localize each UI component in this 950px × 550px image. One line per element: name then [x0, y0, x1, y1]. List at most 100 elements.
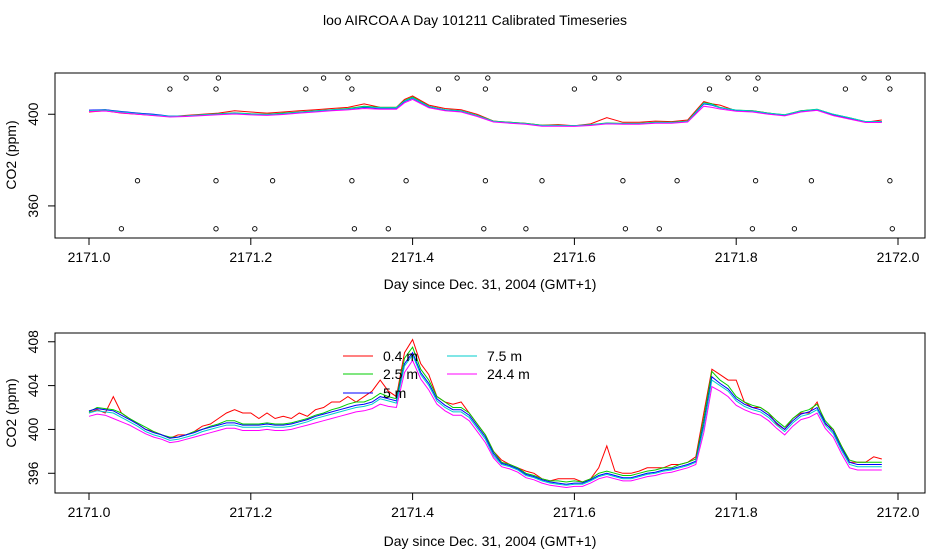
top-scatter-point [167, 86, 173, 92]
bottom-series-line-2-5-m [88, 346, 882, 483]
bottom-series-line-24-4-m [88, 359, 882, 489]
top-scatter-point [385, 226, 391, 232]
top-scatter-point [842, 86, 849, 92]
bottom-series-line-7-5-m [88, 353, 882, 486]
bottom-y-tick-label: 396 [25, 461, 41, 485]
legend-item-0-4-m: 0.4 m [343, 348, 418, 364]
legend-label: 5 m [383, 385, 406, 401]
top-x-tick-label: 2171.6 [553, 249, 596, 265]
bottom-y-tick-label: 400 [25, 418, 41, 442]
bottom-x-tick-label: 2171.8 [715, 504, 758, 520]
top-y-axis-title: CO2 (ppm) [3, 120, 19, 189]
top-series-line-0-4-m [88, 95, 882, 127]
top-scatter-point [118, 226, 125, 232]
legend-item-24-4-m: 24.4 m [447, 366, 530, 382]
top-scatter-point [482, 86, 489, 92]
top-scatter-point [351, 226, 358, 232]
top-scatter-point [889, 226, 895, 232]
top-scatter-point [591, 75, 598, 81]
legend-item-2-5-m: 2.5 m [343, 366, 418, 382]
top-scatter-point [454, 75, 460, 81]
top-scatter-points [118, 75, 895, 232]
top-scatter-point [571, 86, 578, 92]
top-scatter-point [791, 226, 798, 232]
top-scatter-point [674, 178, 680, 184]
top-plot-frame [54, 72, 926, 239]
chart-title: loo AIRCOA A Day 101211 Calibrated Times… [323, 12, 627, 28]
bottom-x-tick-label: 2171.6 [553, 504, 596, 520]
top-scatter-point [485, 75, 491, 81]
bottom-x-tick-label: 2172.0 [877, 504, 920, 520]
top-scatter-point [481, 226, 487, 232]
top-scatter-point [269, 178, 276, 184]
top-scatter-point [749, 226, 756, 232]
bottom-y-tick-label: 404 [25, 374, 41, 398]
top-scatter-point [482, 178, 489, 184]
top-y-axis: 360 400 [25, 102, 55, 218]
legend-label: 7.5 m [487, 348, 522, 364]
top-scatter-point [213, 86, 219, 92]
top-scatter-point [752, 178, 759, 184]
top-scatter-point [435, 86, 442, 92]
top-scatter-point [885, 75, 891, 81]
top-scatter-point [861, 75, 867, 81]
top-x-tick-label: 2171.4 [391, 249, 434, 265]
top-scatter-point [656, 226, 662, 232]
top-scatter-point [706, 86, 713, 92]
top-scatter-point [345, 75, 351, 81]
bottom-plot-frame [54, 332, 926, 494]
top-series-line-24-4-m [88, 98, 882, 127]
legend-item-7-5-m: 7.5 m [447, 348, 522, 364]
top-x-axis-title: Day since Dec. 31, 2004 (GMT+1) [384, 276, 597, 292]
top-scatter-point [808, 178, 815, 184]
top-panel: 2171.0 2171.2 2171.4 2171.6 2171.8 2172.0 360… [3, 72, 926, 292]
bottom-x-tick-label: 2171.0 [68, 504, 111, 520]
top-x-tick-label: 2171.2 [229, 249, 272, 265]
top-series-lines [88, 95, 882, 127]
top-scatter-point [349, 178, 355, 184]
top-y-tick-label: 360 [25, 194, 41, 218]
legend-label: 24.4 m [487, 366, 530, 382]
bottom-panel: 2171.0 2171.2 2171.4 2171.6 2171.8 2172.0 396… [3, 330, 926, 549]
top-scatter-point [213, 178, 219, 184]
top-x-tick-label: 2172.0 [877, 249, 920, 265]
top-scatter-point [752, 86, 759, 92]
top-scatter-point [887, 86, 893, 92]
top-scatter-point [725, 75, 731, 81]
top-scatter-point [320, 75, 327, 81]
top-scatter-point [616, 75, 622, 81]
bottom-x-axis-title: Day since Dec. 31, 2004 (GMT+1) [384, 533, 597, 549]
top-y-tick-label: 400 [25, 102, 41, 126]
top-x-axis: 2171.0 2171.2 2171.4 2171.6 2171.8 2172.0 [68, 238, 920, 265]
top-scatter-point [183, 75, 189, 81]
bottom-series-line-5-m [88, 351, 882, 485]
top-series-line-2-5-m [88, 96, 882, 127]
legend: 0.4 m 2.5 m 5 m 7.5 m 24.4 m [343, 348, 530, 401]
top-x-tick-label: 2171.8 [715, 249, 758, 265]
bottom-x-axis: 2171.0 2171.2 2171.4 2171.6 2171.8 2172.0 [68, 493, 920, 520]
top-scatter-point [403, 178, 409, 184]
legend-item-5-m: 5 m [343, 385, 406, 401]
top-scatter-point [215, 75, 222, 81]
top-scatter-point [887, 178, 893, 184]
bottom-y-axis: 396 400 404 408 [25, 330, 55, 485]
bottom-y-axis-title: CO2 (ppm) [3, 378, 19, 447]
bottom-series-lines [88, 338, 882, 489]
top-x-tick-label: 2171.0 [68, 249, 111, 265]
top-scatter-point [252, 226, 258, 232]
legend-label: 2.5 m [383, 366, 418, 382]
top-scatter-point [523, 226, 529, 232]
bottom-y-tick-label: 408 [25, 330, 41, 354]
top-scatter-point [349, 86, 355, 92]
top-scatter-point [134, 178, 141, 184]
bottom-x-tick-label: 2171.4 [391, 504, 434, 520]
top-scatter-point [755, 75, 761, 81]
top-series-line-7-5-m [88, 97, 882, 127]
top-scatter-point [213, 226, 219, 232]
legend-label: 0.4 m [383, 348, 418, 364]
top-scatter-point [303, 86, 309, 92]
top-scatter-point [620, 178, 626, 184]
top-scatter-point [539, 178, 545, 184]
bottom-x-tick-label: 2171.2 [229, 504, 272, 520]
